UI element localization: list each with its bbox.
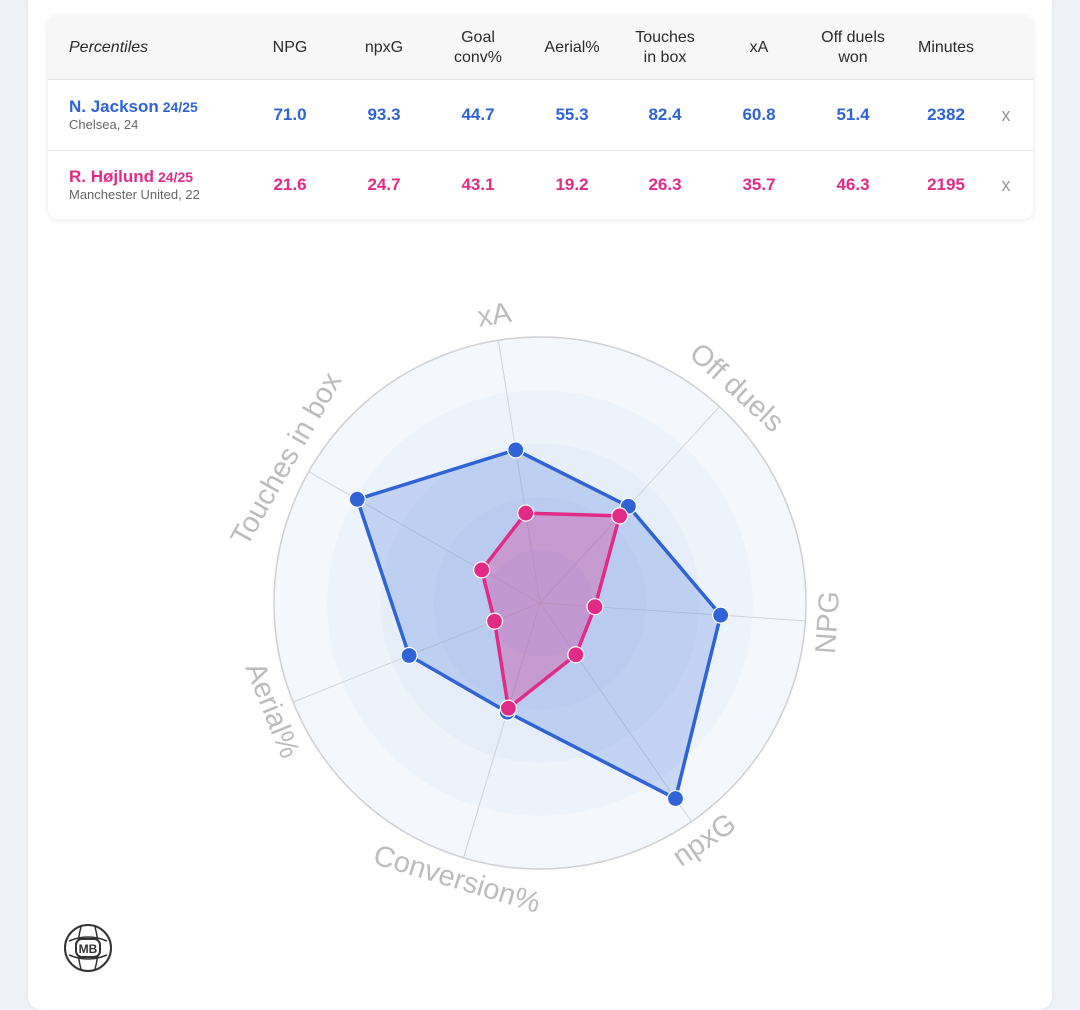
table-cell: 24.7 bbox=[367, 175, 401, 194]
header-npxg[interactable]: npxG bbox=[364, 38, 404, 56]
table-cell: 82.4 bbox=[648, 105, 682, 124]
table-cell: 2382 bbox=[927, 105, 965, 124]
table-cell: 21.6 bbox=[273, 175, 307, 194]
radar-point[interactable] bbox=[499, 699, 517, 717]
radar-point[interactable] bbox=[485, 612, 504, 630]
svg-text:MB: MB bbox=[79, 942, 98, 956]
header-touches-in-box[interactable]: Touches in box bbox=[635, 28, 695, 66]
table-cell: 43.1 bbox=[461, 175, 495, 194]
remove-player-button[interactable]: x bbox=[1001, 104, 1011, 125]
table-cell: 35.7 bbox=[742, 175, 776, 194]
player-name[interactable]: R. Højlund 24/25 bbox=[69, 167, 193, 187]
radar-spoke bbox=[539, 602, 806, 622]
radar-outer-ring bbox=[273, 336, 807, 870]
table-cell: 26.3 bbox=[648, 175, 682, 194]
player-season: 24/25 bbox=[162, 99, 198, 115]
radar-point[interactable] bbox=[473, 561, 491, 579]
header-aerial[interactable]: Aerial% bbox=[544, 38, 600, 56]
header-goal-conv[interactable]: Goal conv% bbox=[453, 28, 503, 66]
table-cell: 51.4 bbox=[836, 105, 870, 124]
player-club: Manchester United, 22 bbox=[69, 187, 200, 202]
radar-spoke bbox=[308, 471, 541, 604]
radar-point[interactable] bbox=[611, 507, 629, 525]
player-name-text: R. Højlund bbox=[69, 167, 154, 186]
player-club: Chelsea, 24 bbox=[69, 117, 139, 132]
header-npg[interactable]: NPG bbox=[272, 38, 308, 56]
table-row: N. Jackson 24/25 Chelsea, 24 71.0 93.3 44.7 55… bbox=[48, 80, 1033, 151]
table-header: Percentiles NPG npxG Goal conv% Aerial% Touch… bbox=[48, 16, 1033, 80]
radar-spoke bbox=[497, 340, 541, 604]
radar-point[interactable] bbox=[400, 646, 418, 665]
header-off-duels-won[interactable]: Off duels won bbox=[821, 28, 885, 66]
player-name-text: N. Jackson bbox=[69, 97, 159, 116]
radar-point[interactable] bbox=[507, 441, 525, 459]
table-cell: 60.8 bbox=[742, 105, 776, 124]
table-row: R. Højlund 24/25 Manchester United, 22 21.6… bbox=[48, 150, 1033, 219]
radar-series-jackson bbox=[355, 448, 723, 801]
remove-player-button[interactable]: x bbox=[1001, 174, 1011, 195]
axis-label: NPG bbox=[810, 590, 846, 655]
table-cell: 44.7 bbox=[461, 105, 495, 124]
player-season: 24/25 bbox=[157, 169, 194, 185]
axis-label: xA bbox=[475, 297, 514, 334]
radar-point[interactable] bbox=[712, 606, 730, 624]
radar-spoke bbox=[539, 602, 692, 822]
player-name[interactable]: N. Jackson 24/25 bbox=[69, 97, 198, 117]
table-cell: 55.3 bbox=[555, 105, 589, 124]
radar-point[interactable] bbox=[567, 646, 585, 664]
radar-point[interactable] bbox=[586, 598, 604, 616]
table-cell: 46.3 bbox=[836, 175, 870, 194]
radar-series-hojlund bbox=[479, 511, 622, 711]
radar-point[interactable] bbox=[517, 504, 535, 522]
header-xa[interactable]: xA bbox=[749, 38, 769, 56]
radar-point[interactable] bbox=[348, 490, 366, 508]
table-cell: 2195 bbox=[927, 175, 965, 194]
radar-point[interactable] bbox=[666, 789, 685, 808]
header-minutes[interactable]: Minutes bbox=[917, 38, 975, 56]
comparison-table: Percentiles NPG npxG Goal conv% Aerial% Touch… bbox=[48, 16, 1033, 219]
table-cell: 19.2 bbox=[555, 175, 589, 194]
radar-spoke bbox=[463, 602, 541, 858]
header-percentiles: Percentiles bbox=[69, 38, 149, 56]
table-cell: 93.3 bbox=[367, 105, 401, 124]
table-cell: 71.0 bbox=[273, 105, 307, 124]
mb-logo: MB bbox=[64, 924, 112, 972]
